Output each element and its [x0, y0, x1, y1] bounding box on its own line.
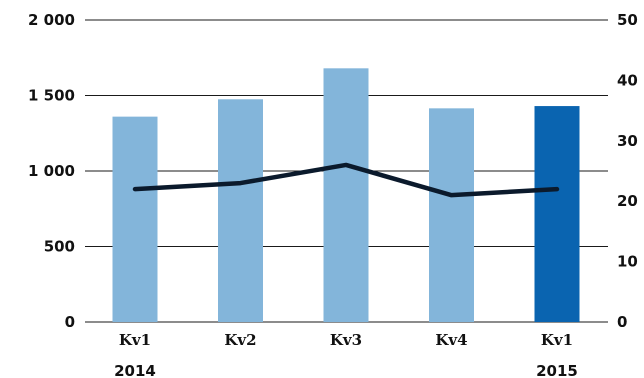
bar — [323, 68, 369, 322]
left-tick-label: 2 000 — [28, 11, 75, 29]
right-tick-label: 40 — [617, 71, 638, 89]
category-label: Kv4 — [435, 331, 467, 349]
left-axis: 0 500 1 000 1 500 2 000 — [28, 11, 75, 331]
left-tick-label: 1 000 — [28, 162, 75, 180]
bar — [534, 106, 580, 322]
line-series — [132, 162, 560, 198]
bar — [218, 99, 263, 323]
category-label: Kv1 — [541, 331, 573, 349]
bars — [112, 68, 580, 323]
year-label: 2015 — [536, 362, 578, 378]
bar — [429, 108, 474, 323]
left-tick-label: 0 — [65, 313, 75, 331]
bar — [112, 116, 158, 322]
category-label: Kv1 — [119, 331, 151, 349]
left-tick-label: 1 500 — [28, 87, 75, 105]
category-label: Kv2 — [224, 331, 256, 349]
right-tick-label: 50 — [617, 11, 638, 29]
right-tick-label: 10 — [617, 253, 638, 271]
left-tick-label: 500 — [44, 238, 75, 256]
right-axis: 0 10 20 30 40 50 — [617, 11, 638, 331]
right-tick-label: 20 — [617, 192, 638, 210]
right-tick-label: 0 — [617, 313, 627, 331]
x-axis: Kv1 Kv2 Kv3 Kv4 Kv1 2014 2015 — [114, 331, 578, 378]
right-tick-label: 30 — [617, 132, 638, 150]
year-label: 2014 — [114, 362, 156, 378]
category-label: Kv3 — [330, 331, 362, 349]
